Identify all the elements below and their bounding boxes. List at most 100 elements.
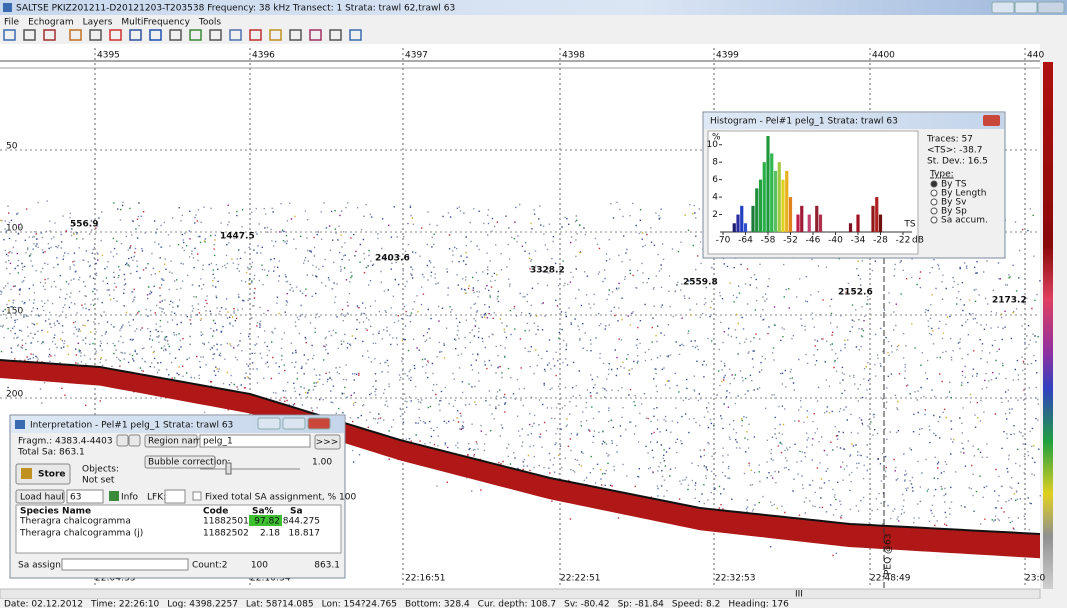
button-label[interactable]: >>> bbox=[316, 438, 339, 448]
toolbar-icon[interactable] bbox=[43, 29, 56, 41]
scroll-label: III bbox=[795, 590, 803, 600]
minimize-button[interactable] bbox=[991, 1, 1015, 14]
toolbar-icon[interactable] bbox=[249, 29, 262, 41]
table-cell[interactable]: Theragra chalcogramma bbox=[19, 517, 131, 527]
toolbar-icon[interactable] bbox=[129, 29, 142, 41]
stat-text: Traces: 57 bbox=[926, 135, 973, 145]
close-button[interactable] bbox=[983, 115, 1000, 126]
x-tick-label: -40 bbox=[828, 236, 843, 246]
histogram-bar bbox=[770, 153, 774, 232]
radio-button[interactable] bbox=[930, 180, 938, 188]
window-control[interactable] bbox=[282, 417, 306, 430]
close-button[interactable] bbox=[1037, 1, 1065, 14]
x-tick-label: -28 bbox=[873, 236, 888, 246]
radio-label[interactable]: By TS bbox=[941, 180, 967, 190]
info-button[interactable]: Info bbox=[121, 493, 139, 503]
button-label[interactable]: Load haul bbox=[20, 493, 64, 503]
time-label: 22:16:51 bbox=[405, 574, 445, 584]
toolbar-icon[interactable] bbox=[209, 29, 222, 41]
window-control[interactable] bbox=[307, 417, 331, 430]
histogram-bar bbox=[732, 223, 736, 232]
table-cell[interactable]: 18.817 bbox=[289, 529, 321, 539]
bubble-button[interactable] bbox=[144, 455, 216, 469]
toolbar-icon[interactable] bbox=[189, 29, 202, 41]
fixed-label[interactable]: Fixed total SA assignment, % 100 bbox=[205, 493, 356, 503]
toolbar-icon[interactable] bbox=[169, 29, 182, 41]
distance-label: 4398 bbox=[562, 51, 585, 61]
button-label[interactable]: Bubble correction: bbox=[148, 458, 230, 468]
marker-label: PEQ @63 bbox=[884, 533, 894, 575]
table-cell[interactable]: 11882502 bbox=[203, 529, 249, 539]
toolbar-icon[interactable] bbox=[109, 29, 122, 41]
next-button[interactable] bbox=[128, 434, 141, 447]
table-cell[interactable]: 11882501 bbox=[203, 517, 249, 527]
radio-label[interactable]: By Sp bbox=[941, 207, 967, 217]
toolbar-icon[interactable] bbox=[269, 29, 282, 41]
radio-label[interactable]: Sa accum. bbox=[941, 216, 988, 226]
menu-item[interactable]: File bbox=[4, 18, 20, 28]
table-cell[interactable]: 97.82 bbox=[254, 517, 280, 527]
radio-button[interactable] bbox=[930, 207, 938, 215]
load-haul-button[interactable] bbox=[15, 489, 65, 504]
table-bg bbox=[15, 504, 342, 554]
footer-scrollbar[interactable] bbox=[61, 558, 189, 571]
radio-button[interactable] bbox=[930, 189, 938, 197]
radio-label[interactable]: By Length bbox=[941, 189, 986, 199]
table-cell[interactable]: 2.18 bbox=[260, 529, 280, 539]
distance-label: 4400 bbox=[872, 51, 895, 61]
toolbar-icon[interactable] bbox=[349, 29, 362, 41]
lfk-input[interactable] bbox=[164, 489, 186, 504]
maximize-button[interactable] bbox=[1014, 1, 1038, 14]
toolbar-icon[interactable] bbox=[149, 29, 162, 41]
time-label: 23:0 bbox=[1025, 574, 1045, 584]
menu-item[interactable]: Tools bbox=[198, 18, 221, 28]
histogram-bar bbox=[796, 214, 800, 232]
haul-combo[interactable] bbox=[66, 489, 104, 504]
region-label: 1447.5 bbox=[220, 232, 255, 242]
prev-button[interactable] bbox=[116, 434, 129, 447]
type-label: Type: bbox=[929, 170, 954, 180]
info-icon bbox=[109, 491, 119, 501]
toolbar-icon[interactable] bbox=[309, 29, 322, 41]
slider-thumb[interactable] bbox=[225, 462, 232, 475]
toolbar-icon[interactable] bbox=[289, 29, 302, 41]
combo-value[interactable]: pelg_1 bbox=[203, 437, 233, 447]
toolbar-icon[interactable] bbox=[329, 29, 342, 41]
menu-item[interactable]: Layers bbox=[83, 18, 113, 28]
x-tick-label: -22 bbox=[896, 236, 911, 246]
go-button[interactable] bbox=[314, 434, 341, 450]
status-field: Speed: 8.2 bbox=[672, 600, 720, 608]
button-label[interactable]: Store bbox=[38, 470, 66, 480]
radio-button[interactable] bbox=[930, 198, 938, 206]
horizontal-scrollbar[interactable] bbox=[0, 588, 1041, 600]
toolbar-icon[interactable] bbox=[229, 29, 242, 41]
button-label[interactable]: Region name: bbox=[148, 437, 210, 447]
table-cell[interactable]: Theragra chalcogramma (j) bbox=[19, 529, 143, 539]
menu-item[interactable]: Echogram bbox=[28, 18, 74, 28]
status-field: Cur. depth: 108.7 bbox=[478, 600, 556, 608]
highlight-cell bbox=[249, 515, 282, 526]
toolbar-icon[interactable] bbox=[3, 29, 16, 41]
region-name-combo[interactable] bbox=[199, 434, 311, 448]
combo-value[interactable]: 63 bbox=[70, 493, 81, 503]
fixed-checkbox[interactable] bbox=[192, 491, 202, 501]
region-label: 2173.2 bbox=[992, 296, 1027, 306]
footer-text: Sa assignment: bbox=[18, 561, 87, 571]
toolbar-icon[interactable] bbox=[89, 29, 102, 41]
window-control[interactable] bbox=[257, 417, 281, 430]
footer-text: Count:2 bbox=[192, 561, 228, 571]
bottom-line bbox=[0, 359, 1041, 535]
status-field: Bottom: 328.4 bbox=[405, 600, 470, 608]
menu-item[interactable]: MultiFrequency bbox=[121, 18, 190, 28]
radio-label[interactable]: By Sv bbox=[941, 198, 967, 208]
x-axis-unit: dB bbox=[912, 236, 924, 246]
region-label: 556.9 bbox=[70, 220, 98, 230]
region-name-button[interactable] bbox=[144, 434, 198, 448]
histogram-bar bbox=[788, 197, 793, 232]
toolbar-icon[interactable] bbox=[69, 29, 82, 41]
histogram-bar bbox=[815, 205, 819, 232]
table-cell[interactable]: 844.275 bbox=[283, 517, 320, 527]
toolbar-icon[interactable] bbox=[23, 29, 36, 41]
radio-button[interactable] bbox=[930, 216, 938, 224]
histogram-bar bbox=[875, 197, 879, 232]
